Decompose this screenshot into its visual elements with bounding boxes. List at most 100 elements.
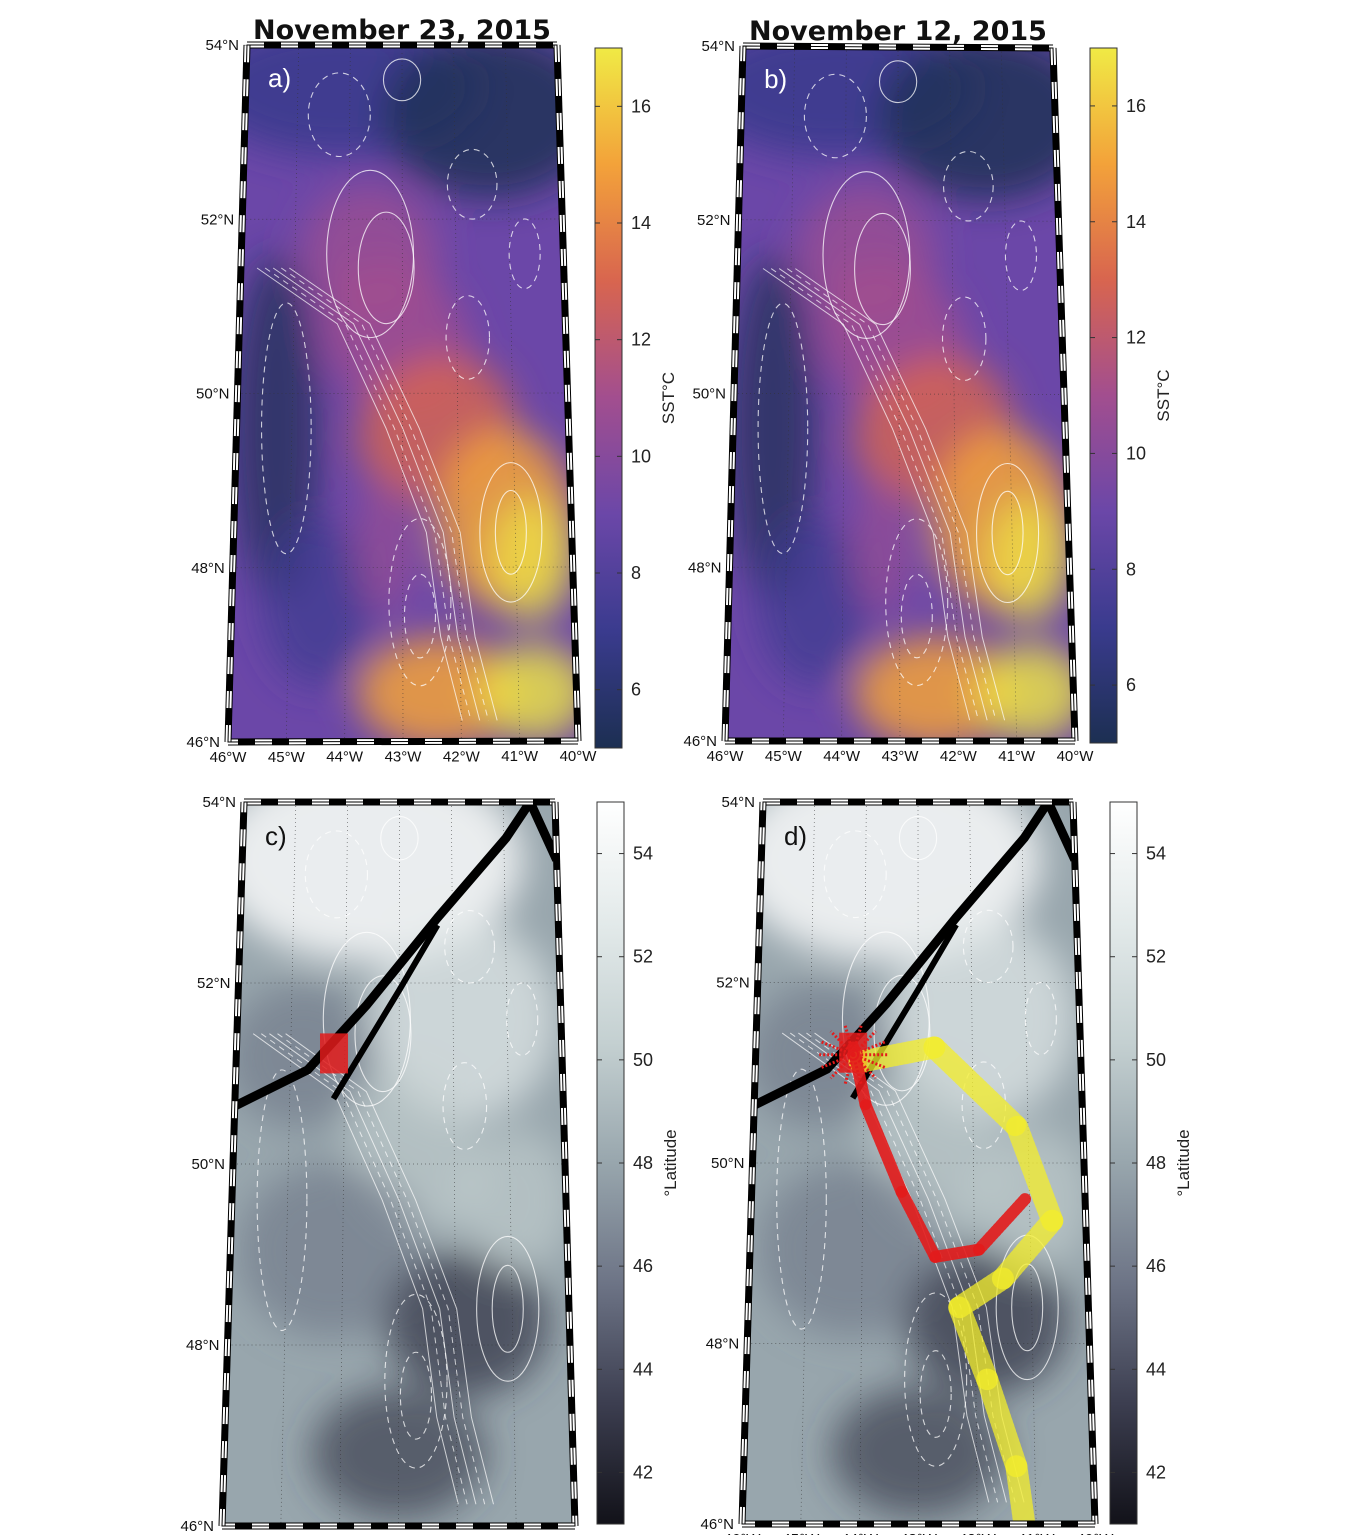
colorbar-tick-label: 10 xyxy=(1126,443,1146,463)
field-blob xyxy=(729,254,817,603)
panel-label: d) xyxy=(784,821,807,851)
colorbar xyxy=(1089,47,1118,744)
trajectory-particles xyxy=(1005,1455,1036,1524)
lon-label: 46°W xyxy=(707,748,745,765)
contour-line xyxy=(976,462,1040,604)
contour-line xyxy=(269,1033,477,1505)
contour-line xyxy=(508,218,541,290)
colorbar-label: °Latitude xyxy=(661,1129,680,1196)
lat-label: 54°N xyxy=(205,37,239,54)
lat-label: 50°N xyxy=(711,1155,745,1172)
lon-label: 40°W xyxy=(1077,1531,1115,1535)
trajectory-particles xyxy=(972,1193,1032,1256)
contour-line xyxy=(261,302,312,555)
meridian-line xyxy=(398,802,400,1526)
map-panel-c: c) 54°N 52°N 50°N 48°N 46°N46°W 45°W 44°W 43°W 42… xyxy=(180,794,680,1535)
lon-label: 42°W xyxy=(959,1531,997,1535)
field-b xyxy=(725,46,1075,741)
lon-label: 40°W xyxy=(1057,748,1095,765)
trajectory-particles xyxy=(929,1243,985,1263)
colorbar-tick-label: 48 xyxy=(1146,1153,1166,1173)
panel-label: a) xyxy=(268,63,291,93)
lat-label: 48°N xyxy=(191,560,225,577)
contour-line xyxy=(261,1033,468,1505)
meridian-line xyxy=(285,45,300,742)
lat-label: 52°N xyxy=(197,975,231,992)
contour-line xyxy=(388,517,452,687)
colorbar-tick-label: 42 xyxy=(1146,1462,1166,1482)
lat-label: 46°N xyxy=(700,1516,734,1533)
contour-line xyxy=(403,573,437,659)
contour-line xyxy=(285,1033,494,1505)
release-particles xyxy=(852,1053,887,1070)
contour-line xyxy=(442,1062,488,1151)
release-particles xyxy=(852,1053,877,1080)
contour-line xyxy=(795,268,1006,721)
parallel-line xyxy=(729,566,1070,569)
ship-track xyxy=(232,802,561,1111)
contour-line xyxy=(854,212,911,326)
field-blob xyxy=(853,636,1016,741)
field-blob xyxy=(831,1386,1006,1517)
field-blob xyxy=(232,254,320,603)
colorbar xyxy=(594,47,623,749)
contour-line xyxy=(823,830,887,919)
parallel-line xyxy=(232,566,573,569)
map-frame xyxy=(227,44,579,743)
contour-line xyxy=(786,268,997,721)
contour-line xyxy=(757,302,809,555)
contour-line xyxy=(904,1292,968,1467)
lon-label: 43°W xyxy=(882,748,920,765)
trajectory-particles xyxy=(991,1209,1064,1290)
meridian-line xyxy=(504,45,521,742)
ship-track xyxy=(330,923,441,1101)
field-blobs xyxy=(228,45,578,742)
lat-label: 48°N xyxy=(688,559,722,576)
map-frame xyxy=(741,801,1096,1525)
colorbar-tick-label: 8 xyxy=(1126,559,1136,579)
contour-line xyxy=(256,267,463,721)
lat-label: 48°N xyxy=(186,1337,220,1354)
lat-label: 48°N xyxy=(706,1336,740,1353)
field-blob xyxy=(905,1249,1068,1395)
contour-line xyxy=(256,1069,308,1332)
contour-line xyxy=(252,1033,459,1505)
release-particles xyxy=(851,1025,863,1056)
lat-label: 50°N xyxy=(196,386,230,403)
contour-line xyxy=(943,150,994,222)
contour-line xyxy=(962,909,1014,984)
lon-label: 42°W xyxy=(940,748,978,765)
lon-label: 43°W xyxy=(380,1533,418,1535)
colorbar-tick-label: 14 xyxy=(1126,212,1146,232)
lat-label: 46°N xyxy=(683,733,717,750)
colorbar-b: 16 14 12 10 8 6 SST°C xyxy=(1089,47,1173,744)
colorbar-tick-label: 46 xyxy=(1146,1256,1166,1276)
colorbar-tick-label: 12 xyxy=(1126,328,1146,348)
meridian-line xyxy=(1020,802,1037,1524)
field-blob xyxy=(758,518,870,686)
release-particles xyxy=(820,1040,854,1057)
meridian-line xyxy=(859,802,867,1524)
field-blob xyxy=(757,1163,944,1337)
contour-line xyxy=(1024,981,1057,1056)
lon-label: 41°W xyxy=(998,748,1036,765)
lon-label: 44°W xyxy=(321,1533,359,1535)
colorbar-tick-label: 50 xyxy=(1146,1050,1166,1070)
map-panel-d: d) 54°N 52°N 50°N 48°N 46°N46°W 45°W 44°W 43°W 42… xyxy=(700,794,1193,1535)
map-frame xyxy=(221,801,576,1527)
release-particles xyxy=(829,1053,855,1080)
map-panel-b: b)November 12, 201554°N52°N50°N48°N46°N4… xyxy=(683,16,1173,765)
colorbar-tick-label: 44 xyxy=(1146,1359,1166,1379)
lon-label: 43°W xyxy=(900,1531,938,1535)
contour-line xyxy=(770,268,979,721)
meridian-line xyxy=(502,802,517,1526)
lon-label: 40°W xyxy=(560,748,598,765)
trajectory-particles xyxy=(895,1185,942,1263)
contour-line xyxy=(380,815,419,861)
map-frame xyxy=(724,45,1076,742)
contour-line xyxy=(264,267,472,721)
contour-line xyxy=(280,267,489,721)
lon-label: 43°W xyxy=(385,749,423,766)
contour-line xyxy=(778,268,988,721)
